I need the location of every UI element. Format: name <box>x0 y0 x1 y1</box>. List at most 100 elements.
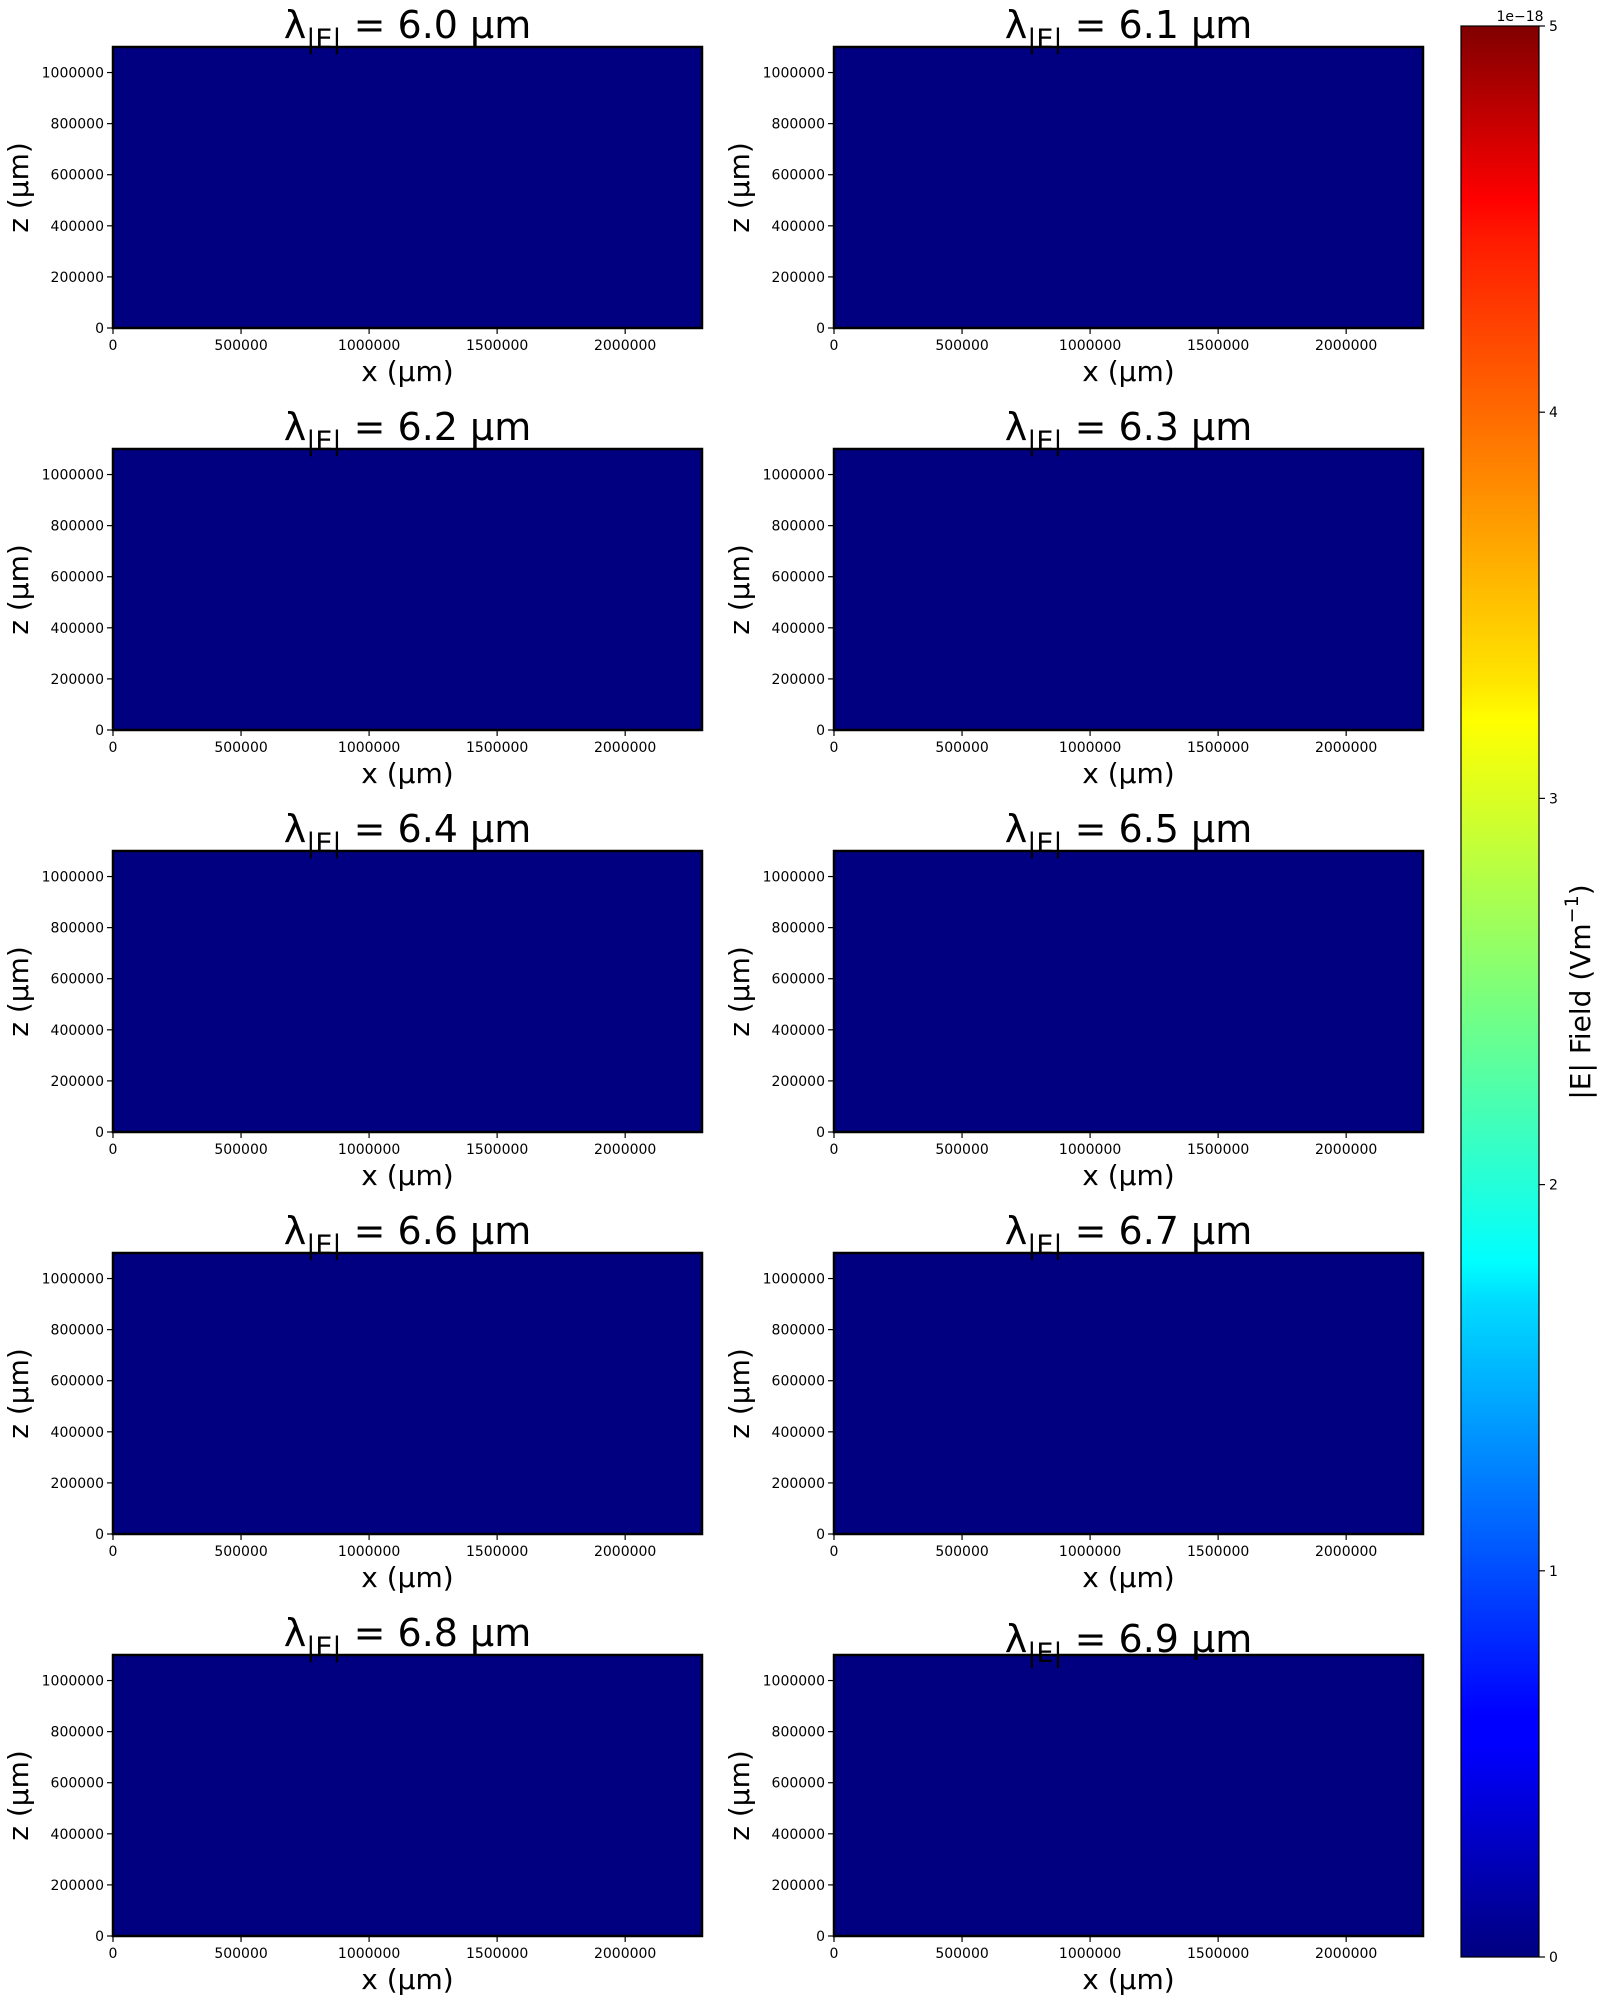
colorbar-ticks: 0 1 2 3 4 5 <box>1539 19 1558 1966</box>
y-tick-label: 1000000 <box>763 1272 825 1288</box>
y-tick-label: 200000 <box>772 1878 825 1894</box>
y-tick-label: 200000 <box>772 1476 825 1492</box>
y-tick-label: 600000 <box>51 1776 104 1792</box>
field-heatmap <box>834 1253 1423 1534</box>
y-tick-label: 200000 <box>51 672 104 688</box>
y-tick-label: 600000 <box>772 1776 825 1792</box>
x-tick-label: 1000000 <box>338 1544 400 1560</box>
x-tick-label: 0 <box>830 1142 839 1158</box>
y-tick-label: 0 <box>95 1125 104 1141</box>
x-tick-label: 500000 <box>935 1142 988 1158</box>
field-heatmap <box>113 1655 702 1936</box>
y-tick-label: 1000000 <box>763 870 825 886</box>
y-tick-label: 400000 <box>772 219 825 235</box>
y-tick-label: 1000000 <box>42 1272 104 1288</box>
x-tick-label: 1500000 <box>1187 1946 1249 1962</box>
x-tick-label: 1500000 <box>466 338 528 354</box>
y-tick-label: 400000 <box>51 1827 104 1843</box>
y-tick-label: 200000 <box>51 1476 104 1492</box>
subplot-title: λ|E| = 6.3 μm <box>1005 405 1252 457</box>
x-tick-label: 2000000 <box>1315 1142 1377 1158</box>
x-tick-label: 1500000 <box>1187 740 1249 756</box>
subplot-grid: 0 500000 1000000 1500000 2000000020000040000… <box>2 3 1425 1996</box>
y-axis-label: z (μm) <box>723 946 756 1037</box>
x-tick-label: 2000000 <box>1315 740 1377 756</box>
y-tick-label: 800000 <box>772 519 825 535</box>
field-heatmap <box>113 851 702 1132</box>
y-tick-label: 1000000 <box>42 66 104 82</box>
subplot-title: λ|E| = 6.5 μm <box>1005 807 1252 859</box>
x-axis-label: x (μm) <box>361 1159 453 1192</box>
subplot-panel: 0 500000 1000000 1500000 2000000 0 200000 40000… <box>723 405 1425 790</box>
y-tick-label: 400000 <box>772 1827 825 1843</box>
colorbar-tick-label: 0 <box>1549 1950 1558 1966</box>
x-tick-label: 1500000 <box>1187 1544 1249 1560</box>
x-tick-label: 1000000 <box>1059 740 1121 756</box>
y-tick-label: 200000 <box>772 672 825 688</box>
y-tick-label: 800000 <box>51 117 104 133</box>
y-tick-label: 1000000 <box>42 468 104 484</box>
y-tick-label: 1000000 <box>42 870 104 886</box>
y-tick-label: 0 <box>95 1527 104 1543</box>
y-tick-label: 200000 <box>51 1074 104 1090</box>
x-tick-label: 1500000 <box>1187 1142 1249 1158</box>
colorbar-tick-label: 1 <box>1549 1564 1558 1580</box>
subplot-panel: 0 500000 1000000 1500000 2000000 0 200000 40000… <box>723 1617 1425 1996</box>
y-tick-label: 0 <box>95 1929 104 1945</box>
subplot-panel: 0 500000 1000000 1500000 2000000 0 200000 40000… <box>2 1611 704 1996</box>
x-tick-label: 1000000 <box>1059 1142 1121 1158</box>
y-axis-label: z (μm) <box>723 1750 756 1841</box>
x-axis-label: x (μm) <box>1082 355 1174 388</box>
x-tick-label: 2000000 <box>1315 1946 1377 1962</box>
x-tick-label: 0 <box>109 740 118 756</box>
axes-frame <box>111 447 704 732</box>
x-tick-label: 1000000 <box>338 1142 400 1158</box>
x-tick-label: 1500000 <box>466 1946 528 1962</box>
subplot-title: λ|E| = 6.1 μm <box>1005 3 1252 55</box>
field-heatmap <box>834 851 1423 1132</box>
x-tick-label: 0 <box>109 338 118 354</box>
y-tick-label: 400000 <box>772 1023 825 1039</box>
y-tick-label: 800000 <box>51 1323 104 1339</box>
y-tick-label: 1000000 <box>42 1674 104 1690</box>
y-tick-label: 0 <box>816 1125 825 1141</box>
colorbar-offset-text: 1e−18 <box>1496 9 1543 25</box>
subplot-title: λ|E| = 6.0 μm <box>284 3 531 55</box>
y-tick-label: 800000 <box>51 519 104 535</box>
axes-frame <box>832 1251 1425 1536</box>
subplot-panel: 0 500000 1000000 1500000 2000000 0 200000 40000… <box>2 1209 704 1594</box>
axes-frame <box>111 1251 704 1536</box>
x-tick-label: 0 <box>830 1946 839 1962</box>
x-tick-label: 500000 <box>214 338 267 354</box>
colorbar-tick-label: 4 <box>1549 405 1558 421</box>
x-axis-label: x (μm) <box>361 1561 453 1594</box>
x-tick-label: 0 <box>109 1544 118 1560</box>
colorbar-tick-label: 5 <box>1549 19 1558 35</box>
y-tick-label: 400000 <box>51 621 104 637</box>
y-tick-label: 1000000 <box>763 1674 825 1690</box>
field-heatmap <box>113 47 702 328</box>
y-axis-label: z (μm) <box>2 1750 35 1841</box>
x-tick-label: 2000000 <box>594 338 656 354</box>
x-axis-label: x (μm) <box>361 355 453 388</box>
x-tick-label: 2000000 <box>1315 338 1377 354</box>
x-tick-label: 2000000 <box>1315 1544 1377 1560</box>
y-tick-label: 1000000 <box>763 66 825 82</box>
y-tick-label: 0 <box>95 723 104 739</box>
x-axis-label: x (μm) <box>1082 1159 1174 1192</box>
x-tick-label: 1000000 <box>338 1946 400 1962</box>
x-tick-label: 500000 <box>214 1544 267 1560</box>
x-tick-label: 1500000 <box>1187 338 1249 354</box>
y-tick-label: 200000 <box>772 270 825 286</box>
y-tick-label: 0 <box>816 321 825 337</box>
axes-frame <box>111 45 704 330</box>
x-tick-label: 0 <box>109 1946 118 1962</box>
x-tick-label: 2000000 <box>594 740 656 756</box>
colorbar: 1e−18 0 1 2 3 4 5 |E| Field (Vm−1) <box>1460 9 1597 1966</box>
y-tick-label: 800000 <box>772 1323 825 1339</box>
colorbar-gradient <box>1460 25 1540 1958</box>
subplot-title: λ|E| = 6.7 μm <box>1005 1209 1252 1261</box>
subplot-title: λ|E| = 6.2 μm <box>284 405 531 457</box>
y-tick-label: 800000 <box>51 1725 104 1741</box>
